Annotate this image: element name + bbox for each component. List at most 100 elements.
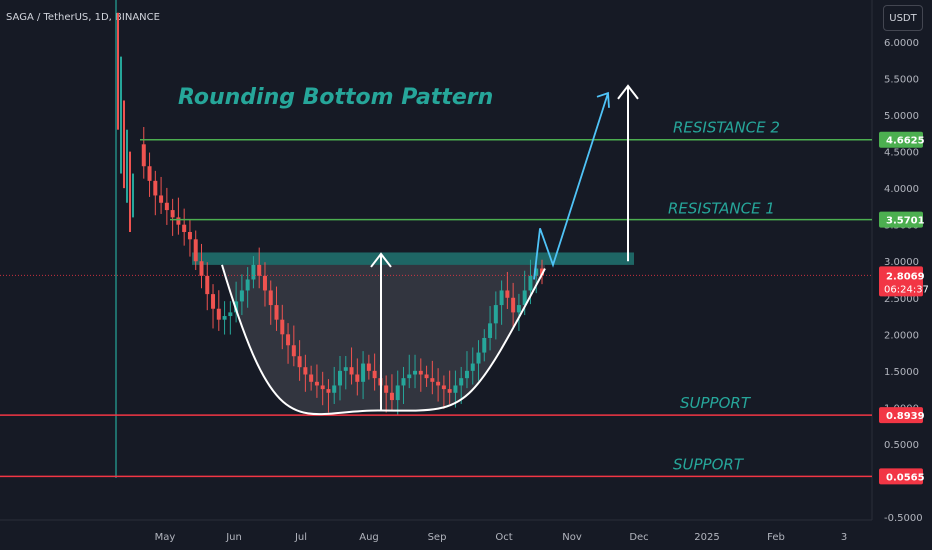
support-1-label: SUPPORT <box>680 394 752 412</box>
candle-body <box>332 385 337 393</box>
candle-body <box>488 323 493 338</box>
candle-body <box>257 264 262 276</box>
current-price-badge <box>879 266 923 297</box>
candle-body <box>326 389 331 393</box>
price-badges: 4.6625 3.5701 2.8069 06:24:37 0.8939 0.0… <box>879 131 929 485</box>
resistance-1-price: 3.5701 <box>886 216 925 227</box>
candle-body <box>141 144 146 167</box>
candle-body <box>424 374 429 379</box>
candle-body <box>516 305 521 313</box>
candle-body <box>228 312 233 317</box>
candle-body <box>447 389 452 393</box>
x-tick-label: Nov <box>562 532 582 543</box>
y-tick-label: -0.5000 <box>884 513 923 524</box>
y-tick-label: 1.5000 <box>884 367 919 378</box>
y-tick-label: 2.0000 <box>884 330 919 341</box>
x-tick-label: May <box>155 532 176 543</box>
y-tick-label: 0.5000 <box>884 440 919 451</box>
candle-body <box>413 370 418 375</box>
y-tick-label: 5.5000 <box>884 75 919 86</box>
candle-body <box>395 385 400 401</box>
candle-body <box>366 363 371 371</box>
candle-body <box>274 305 279 320</box>
resistance-1-label: RESISTANCE 1 <box>668 200 775 218</box>
x-tick-label: Feb <box>767 532 785 543</box>
candle-body <box>343 367 348 371</box>
candle-body <box>268 290 273 306</box>
candle-body <box>239 290 244 302</box>
candle-body <box>164 202 169 211</box>
support-1-badge <box>879 407 923 424</box>
candle-body <box>493 305 498 324</box>
x-tick-label: Jun <box>225 532 242 543</box>
candle-body <box>384 385 389 393</box>
x-tick-label: Sep <box>428 532 447 543</box>
support-1-price: 0.8939 <box>886 411 925 422</box>
candle-body <box>314 381 319 386</box>
candle-body <box>176 217 181 225</box>
x-tick-label: Jul <box>294 532 307 543</box>
support-2-badge <box>879 468 923 485</box>
candle-body <box>540 268 544 276</box>
y-tick-label: 5.0000 <box>884 111 919 122</box>
candle-body <box>470 363 475 371</box>
candle-body <box>297 356 302 368</box>
candle-body <box>401 378 406 386</box>
candle-body <box>170 210 175 218</box>
x-tick-label: Oct <box>495 532 512 543</box>
projection-arrowhead <box>596 91 610 108</box>
candle-body <box>430 378 435 382</box>
support-2-label: SUPPORT <box>673 455 745 473</box>
candle-body <box>511 297 516 313</box>
candle-body <box>522 290 527 306</box>
candle-body <box>147 166 152 181</box>
current-price-value: 2.8069 <box>886 271 925 282</box>
candle-body <box>251 264 256 280</box>
time-axis[interactable]: May Jun Jul Aug Sep Oct Nov Dec 2025 Feb 3 <box>155 532 848 543</box>
currency-unit-button[interactable]: USDT <box>883 5 923 31</box>
candle-body <box>159 195 164 203</box>
support-2-price: 0.0565 <box>886 472 925 483</box>
candle-body <box>528 275 533 291</box>
y-tick-label: 4.0000 <box>884 184 919 195</box>
candle-body <box>303 367 308 375</box>
candle-body <box>499 290 504 306</box>
candle-body <box>205 275 210 295</box>
x-tick-label: Dec <box>629 532 648 543</box>
x-tick-label: Aug <box>359 532 379 543</box>
candle-body <box>372 370 377 379</box>
measured-move-arrow-2 <box>617 84 639 262</box>
resistance-2-label: RESISTANCE 2 <box>673 119 780 137</box>
candle-body <box>309 374 314 382</box>
candle-body <box>193 239 198 262</box>
symbol-title: SAGA / TetherUS, 1D, BINANCE <box>6 12 160 23</box>
neckline-zone <box>192 252 634 265</box>
resistance-1-badge <box>879 211 923 228</box>
candles-layer <box>117 12 544 415</box>
candle-body <box>355 374 360 382</box>
candle-body <box>464 370 469 379</box>
candle-body <box>418 370 423 375</box>
candle-body <box>349 367 354 375</box>
candle-body <box>216 308 221 320</box>
y-tick-label: 2.5000 <box>884 294 919 305</box>
candle-body <box>291 345 296 357</box>
x-tick-label: 3 <box>841 532 847 543</box>
candle-body <box>361 363 366 382</box>
y-tick-label: 4.5000 <box>884 148 919 159</box>
resistance-2-price: 4.6625 <box>886 136 925 147</box>
candle-body <box>187 232 192 240</box>
candle-body <box>453 385 458 393</box>
candle-body <box>286 334 291 346</box>
x-tick-label: 2025 <box>694 532 719 543</box>
candle-body <box>459 378 464 386</box>
candle-body <box>534 268 539 276</box>
candle-body <box>245 279 250 291</box>
chart-title: Rounding Bottom Pattern <box>178 85 493 110</box>
candle-body <box>505 290 510 298</box>
candle-body <box>320 385 325 390</box>
candle-body <box>199 261 204 276</box>
rounding-bottom-fill <box>222 264 545 415</box>
